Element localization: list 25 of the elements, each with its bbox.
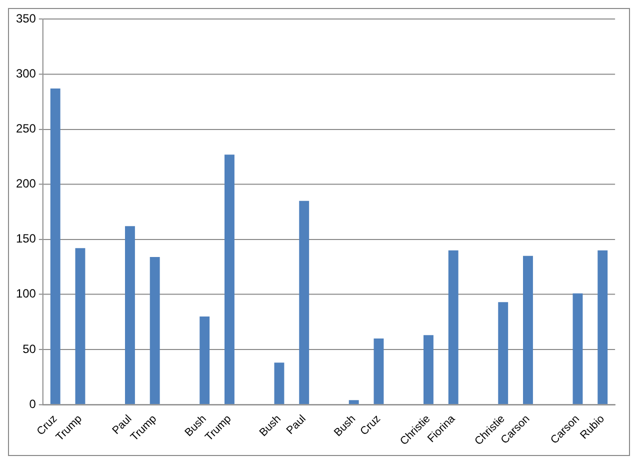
y-tick-label: 100 bbox=[16, 286, 36, 301]
bar bbox=[348, 400, 359, 404]
y-tick-label: 300 bbox=[16, 66, 36, 81]
bar bbox=[572, 293, 583, 404]
bar bbox=[150, 256, 160, 404]
bar bbox=[299, 200, 310, 404]
bar bbox=[274, 362, 284, 404]
bar bbox=[448, 250, 458, 404]
bar bbox=[200, 316, 210, 404]
bar bbox=[424, 335, 434, 404]
bar bbox=[50, 88, 60, 404]
y-tick-label: 50 bbox=[22, 342, 36, 356]
bar bbox=[125, 226, 135, 404]
y-tick-label: 250 bbox=[16, 122, 36, 136]
bar bbox=[75, 248, 86, 404]
bar bbox=[598, 250, 608, 404]
bar bbox=[523, 256, 533, 404]
bar bbox=[498, 302, 508, 404]
x-tick-label: Cruz bbox=[358, 412, 383, 438]
bar bbox=[374, 338, 384, 404]
y-tick-label: 350 bbox=[16, 11, 36, 26]
y-tick-label: 0 bbox=[29, 396, 36, 411]
y-tick-label: 150 bbox=[16, 232, 36, 246]
bar bbox=[224, 154, 234, 404]
y-tick-label: 200 bbox=[16, 176, 36, 191]
